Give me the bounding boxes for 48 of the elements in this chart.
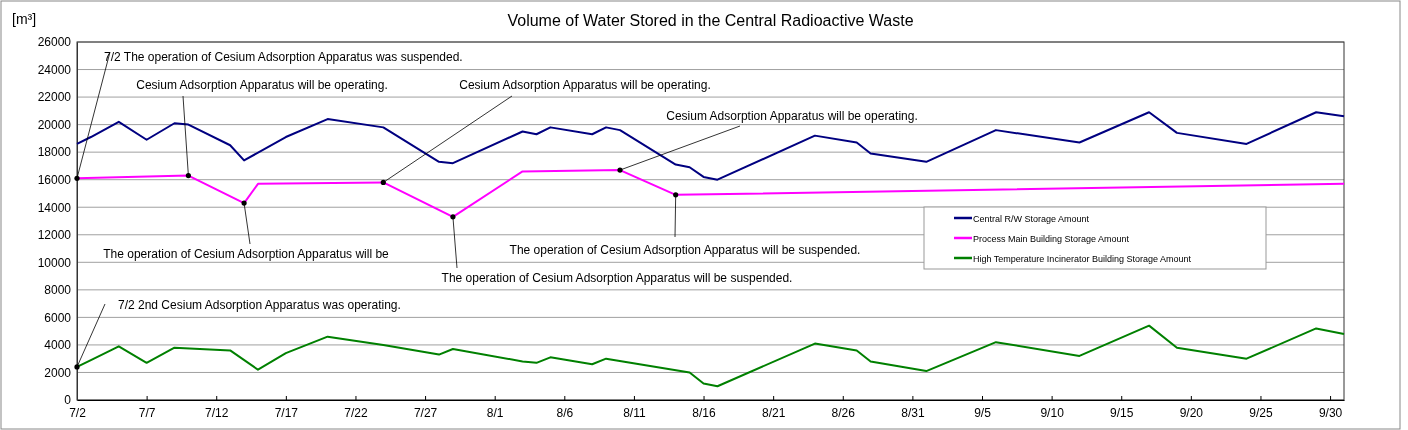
- y-tick-label: 6000: [44, 310, 72, 325]
- y-tick-label: 24000: [37, 62, 72, 77]
- x-tick-label: 9/30: [1318, 405, 1343, 420]
- chart-title: Volume of Water Stored in the Central Radioactive Waste: [507, 12, 914, 29]
- x-tick-label: 9/15: [1110, 405, 1134, 420]
- line-series: [76, 111, 1345, 181]
- x-tick-label: 7/17: [274, 405, 299, 420]
- y-tick-label: 16000: [37, 173, 72, 188]
- x-tick-label: 9/20: [1179, 405, 1204, 420]
- x-tick-label: 8/6: [556, 405, 574, 420]
- annotation: 7/2 The operation of Cesium Adsorption Apparatus was suspended.: [104, 50, 463, 64]
- x-tick-label: 9/5: [974, 405, 992, 420]
- annotation: 7/2 2nd Cesium Adsorption Apparatus was operating.: [118, 298, 401, 312]
- x-tick-label: 7/2: [69, 405, 87, 420]
- line-series: [76, 324, 1345, 388]
- y-axis-title: [m³]: [12, 11, 37, 27]
- legend-label: Process Main Building Storage Amount: [973, 233, 1130, 244]
- annotation: The operation of Cesium Adsorption Apparatus will be suspended.: [441, 271, 793, 285]
- y-tick-label: 12000: [37, 228, 72, 243]
- x-tick-label: 8/26: [831, 405, 856, 420]
- annotation: Cesium Adsorption Apparatus will be operating.: [459, 78, 711, 92]
- annotation: The operation of Cesium Adsorption Apparatus will be suspended.: [509, 243, 861, 257]
- y-tick-label: 22000: [37, 90, 72, 105]
- x-tick-label: 8/1: [486, 405, 504, 420]
- x-tick-label: 7/27: [413, 405, 438, 420]
- annotation: Cesium Adsorption Apparatus will be operating.: [666, 109, 918, 123]
- y-tick-label: 8000: [44, 283, 72, 298]
- x-tick-label: 7/12: [205, 405, 229, 420]
- annotation: The operation of Cesium Adsorption Apparatus will be: [103, 247, 390, 261]
- x-tick-label: 8/31: [901, 405, 925, 420]
- y-tick-label: 2000: [44, 365, 72, 380]
- y-tick-label: 10000: [37, 255, 72, 270]
- x-tick-label: 8/16: [692, 405, 717, 420]
- x-tick-label: 7/22: [344, 405, 368, 420]
- y-tick-label: 14000: [37, 200, 72, 215]
- x-tick-label: 9/25: [1249, 405, 1273, 420]
- legend-label: Central R/W Storage Amount: [973, 213, 1090, 224]
- y-tick-label: 4000: [44, 338, 72, 353]
- y-tick-label: 0: [64, 393, 72, 408]
- y-tick-label: 20000: [37, 117, 72, 132]
- x-tick-label: 8/11: [623, 405, 646, 420]
- y-tick-label: 18000: [37, 145, 72, 160]
- legend-label: High Temperature Incinerator Building Storage Amount: [973, 253, 1192, 264]
- x-tick-label: 8/21: [761, 405, 786, 420]
- y-tick-label: 26000: [37, 35, 72, 50]
- annotation: Cesium Adsorption Apparatus will be operating.: [136, 78, 388, 92]
- x-tick-label: 7/7: [138, 405, 156, 420]
- x-tick-label: 9/10: [1040, 405, 1065, 420]
